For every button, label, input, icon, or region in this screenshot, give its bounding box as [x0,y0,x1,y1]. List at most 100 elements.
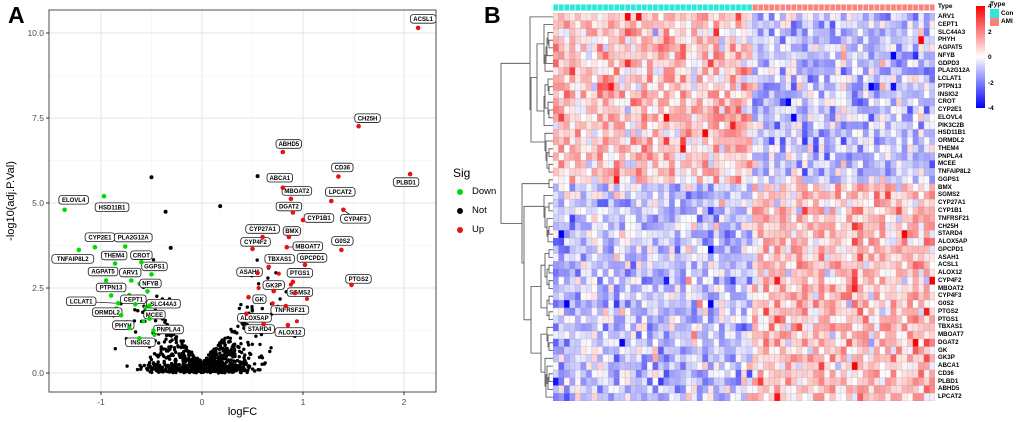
data-point [206,357,210,361]
heatmap-gene-label: GGPS1 [938,175,960,183]
data-point [170,338,174,342]
data-point [294,319,299,324]
heatmap-gene-label: PNPLA4 [938,152,963,160]
data-point [164,337,168,341]
data-point [149,357,154,362]
data-point [147,361,152,365]
gene-label: PHYH [115,323,132,329]
gene-label-box [354,113,381,123]
gene-point-up [292,290,298,296]
gene-label: LCLAT1 [70,300,93,306]
gene-label: ABCA1 [269,176,290,182]
colorbar-tick-label: 4 [988,3,992,10]
type-legend-title: Type [990,1,1006,8]
gene-point-up [290,279,296,285]
data-point [208,355,212,359]
gene-point-up [300,217,306,223]
data-point [250,307,254,312]
gene-label: PTGS2 [349,277,369,283]
gene-label: PTPN13 [100,286,123,292]
data-point [157,353,161,357]
data-point [152,367,156,371]
data-point [256,285,261,291]
data-point [233,352,237,356]
gene-label-box [240,237,271,247]
data-point [256,368,260,372]
gene-point-up [407,171,413,177]
data-point [241,323,245,327]
heatmap-gene-label: PTGS1 [938,315,959,323]
heatmap-gene-label: ARV1 [938,13,955,20]
data-point [250,305,254,309]
heatmap-gene-label: AGPAT5 [938,44,963,52]
data-point [238,360,242,364]
data-point [162,368,166,372]
gene-point-up [329,198,334,204]
gene-point-up [284,244,290,250]
gene-point-down [92,244,98,250]
data-point [148,370,152,374]
gene-label: CYP27A1 [249,227,276,233]
data-point [156,360,160,364]
gene-label: ABHD5 [278,142,299,148]
type-item-label: Con [1001,9,1014,17]
heatmap-gene-label: THEM4 [938,144,959,152]
data-point [242,347,246,351]
type-legend-item: Con [990,9,1013,18]
data-point [155,294,159,298]
data-point [233,359,237,364]
gene-point-up [244,311,249,317]
gene-label-box [340,214,371,224]
data-point [133,330,138,334]
heatmap-gene-label: LPCAT2 [938,393,962,401]
gene-point-up [339,247,344,253]
gene-point-up [336,174,341,179]
type-legend-item: AMI [990,17,1013,26]
heatmap-gene-label: LCLAT1 [938,75,962,83]
data-point [220,338,225,342]
gene-label: CEPT1 [124,298,144,304]
data-point [260,362,264,366]
y-tick-label: 5.0 [32,198,44,208]
heatmap-gene-label: CYP4F2 [938,276,962,284]
heatmap-gene-label: HSD11B1 [938,129,966,137]
data-point [143,305,148,310]
heatmap-gene-label: CYP1B1 [938,207,963,214]
data-point [217,357,221,362]
data-point [125,364,129,368]
data-point [228,353,233,357]
data-point [247,356,251,360]
gene-point-down [127,325,132,331]
data-point [179,366,183,370]
gene-label-box [65,296,97,307]
gene-point-down [151,328,156,333]
data-point [158,368,163,372]
heatmap-gene-label: GK3P [938,354,955,362]
data-point [197,364,201,368]
gene-label-box [100,250,128,261]
data-point [270,301,275,306]
heatmap-gene-label: ABCA1 [938,362,960,370]
data-point [182,357,187,361]
gene-point-up [288,196,294,202]
data-point [252,362,257,366]
gene-point-up [341,207,346,213]
volcano-plot: ELOVL4 HSD11B1 CYP2E1 PLA2G12A TNFAIP8L2 THEM… [5,9,437,418]
data-point [164,347,168,351]
gene-point-down [115,301,121,306]
gene-label: TNFRSF21 [275,308,306,314]
gene-label: SGMS2 [289,290,311,296]
data-point [216,371,221,375]
data-point [237,355,241,359]
data-point [233,349,237,353]
heatmap-gene-label: ACSL1 [938,261,959,269]
y-axis-title: -log10(adj.P.Val) [5,161,17,241]
data-point [218,365,222,369]
gene-label-box [282,226,301,236]
gene-label: SLC44A3 [150,302,177,308]
heatmap-gene-label: MBOAT7 [938,331,964,339]
data-point [151,361,156,365]
data-point [184,345,189,350]
gene-label: GK3P [266,283,282,289]
